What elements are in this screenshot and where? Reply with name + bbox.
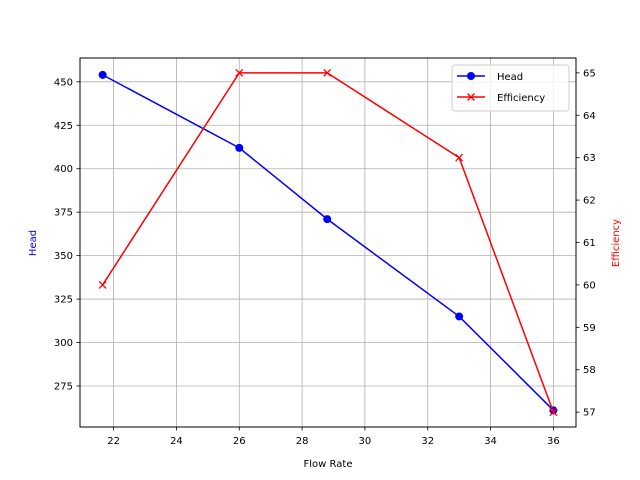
data-point-circle-icon: [235, 143, 244, 152]
data-point-x-icon: [549, 408, 558, 417]
x-tick-label: 34: [484, 436, 497, 447]
x-tick-label: 26: [233, 436, 246, 447]
legend: Head Efficiency: [451, 64, 570, 112]
data-point-circle-icon: [323, 215, 332, 224]
y2-tick-label: 59: [583, 323, 596, 334]
y2-tick-label: 63: [583, 153, 596, 164]
series-layer: [98, 68, 558, 417]
data-point-x-icon: [455, 153, 464, 162]
y-tick-label: 275: [54, 381, 73, 392]
y-axis-left-ticks: 275 300 325 350 375 400 425 450: [54, 77, 80, 392]
x-tick-label: 30: [359, 436, 372, 447]
y2-tick-label: 65: [583, 68, 596, 79]
data-point-circle-icon: [98, 70, 107, 79]
y2-tick-label: 57: [583, 408, 596, 419]
data-point-x-icon: [98, 280, 107, 289]
y2-tick-label: 61: [583, 238, 596, 249]
x-tick-label: 24: [170, 436, 183, 447]
y-axis-left-label: Head: [28, 230, 39, 256]
y-tick-label: 350: [54, 251, 73, 262]
y-tick-label: 375: [54, 208, 73, 219]
x-axis-ticks: 22 24 26 28 30 32 34 36: [107, 427, 560, 447]
x-axis-label: Flow Rate: [304, 459, 353, 470]
y-tick-label: 450: [54, 77, 73, 88]
data-point-x-icon: [235, 68, 244, 77]
series-line-efficiency: [101, 72, 555, 413]
legend-head-label: Head: [497, 72, 523, 83]
y-tick-label: 425: [54, 121, 73, 132]
y2-tick-label: 62: [583, 196, 596, 207]
y2-tick-label: 58: [583, 365, 596, 376]
legend-x-marker-icon: [467, 93, 475, 101]
x-tick-label: 28: [296, 436, 309, 447]
y-tick-label: 300: [54, 338, 73, 349]
data-point-x-icon: [323, 68, 332, 77]
x-tick-label: 22: [107, 436, 120, 447]
grid-lines: [80, 58, 576, 427]
plot-frame: [79, 57, 577, 428]
legend-circle-marker-icon: [467, 72, 475, 80]
y-axis-right-label: Efficiency: [611, 219, 622, 267]
x-tick-label: 32: [421, 436, 434, 447]
x-tick-label: 36: [547, 436, 560, 447]
y-tick-label: 400: [54, 164, 73, 175]
legend-efficiency-label: Efficiency: [497, 93, 545, 104]
y2-tick-label: 64: [583, 111, 596, 122]
y-tick-label: 325: [54, 295, 73, 306]
y2-tick-label: 60: [583, 280, 596, 291]
data-point-circle-icon: [455, 312, 464, 321]
y-axis-right-ticks: 57 58 59 60 61 62 63 64 65: [576, 68, 596, 419]
